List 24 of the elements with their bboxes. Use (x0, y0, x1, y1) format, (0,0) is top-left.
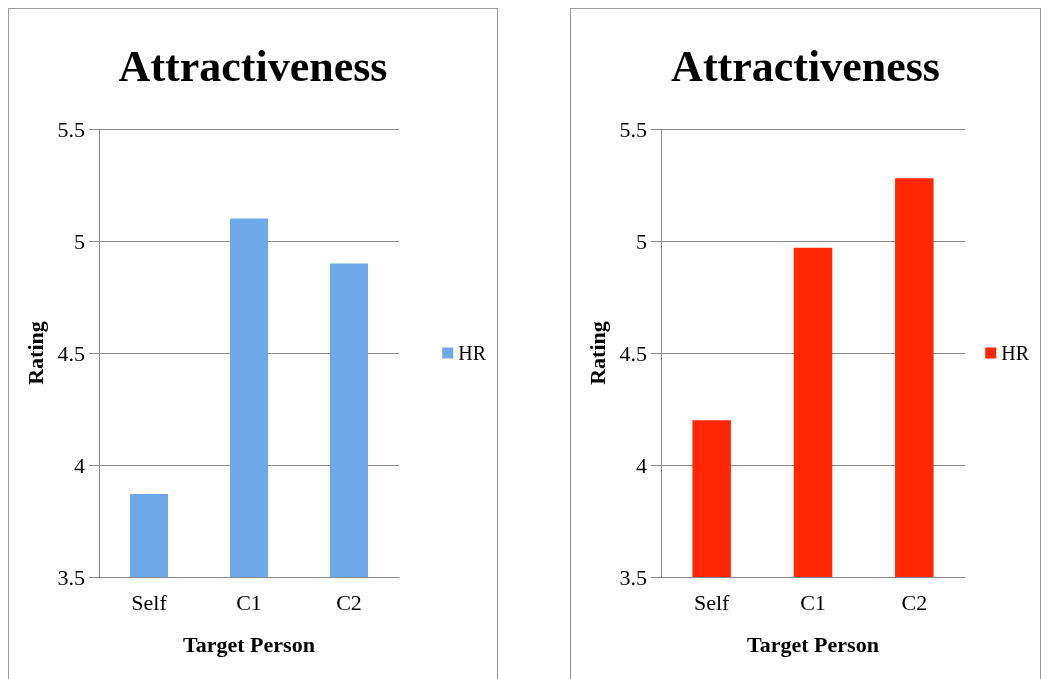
legend-label: HR (458, 342, 487, 364)
y-tick-label: 4.5 (619, 340, 647, 366)
x-tick-label: C2 (336, 589, 362, 615)
x-tick-label: Self (131, 589, 168, 615)
x-tick-label: Self (693, 589, 731, 615)
x-axis-title: Target Person (183, 631, 315, 657)
y-tick-label: 3.5 (619, 564, 647, 590)
y-tick-label: 5.5 (619, 116, 647, 142)
x-tick-label: C1 (236, 589, 262, 615)
y-axis-title: Rating (585, 321, 611, 385)
chart-title: Attractiveness (671, 41, 940, 91)
x-tick-label: C1 (800, 589, 826, 615)
y-tick-label: 4 (74, 452, 85, 478)
y-tick-label: 5.5 (57, 116, 85, 142)
y-tick-label: 5 (74, 228, 85, 254)
legend-label: HR (1001, 342, 1030, 364)
y-axis-title: Rating (23, 321, 49, 385)
y-tick-label: 4.5 (57, 340, 85, 366)
x-axis-title: Target Person (747, 631, 879, 657)
x-tick-label: C2 (901, 589, 928, 615)
y-tick-label: 5 (636, 228, 647, 254)
y-tick-label: 3.5 (57, 564, 85, 590)
chart-title: Attractiveness (118, 41, 388, 91)
y-tick-label: 4 (636, 452, 647, 478)
